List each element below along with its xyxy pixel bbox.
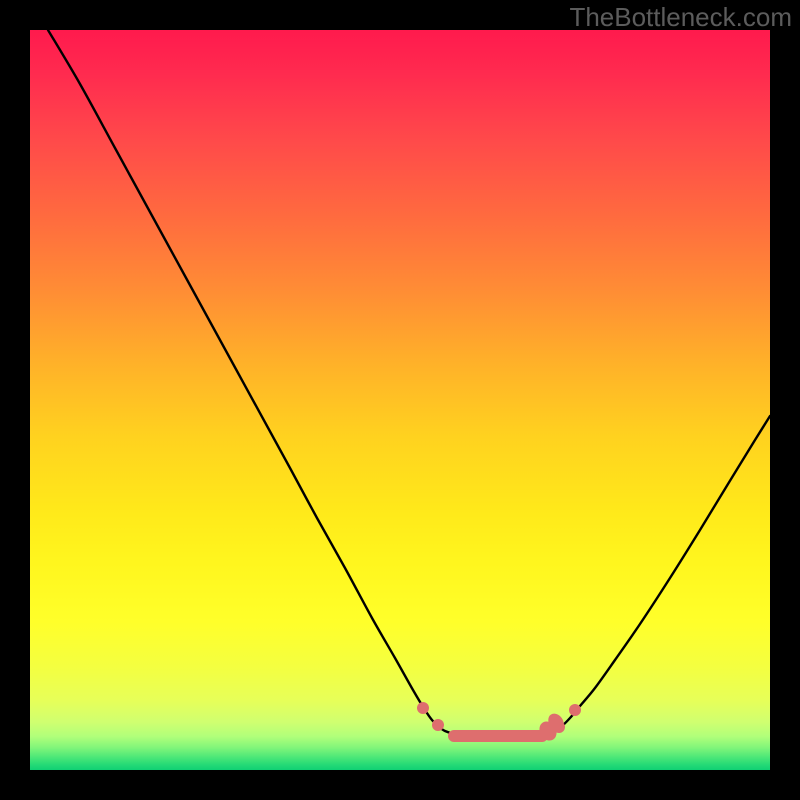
- marker-dot: [569, 704, 581, 716]
- marker-smear: [448, 730, 548, 742]
- plot-area: [30, 30, 770, 770]
- bottleneck-curve: [48, 30, 770, 736]
- watermark-text: TheBottleneck.com: [569, 2, 792, 33]
- marker-dot: [432, 719, 444, 731]
- marker-dot: [417, 702, 429, 714]
- bottom-marker-group: [417, 702, 581, 744]
- chart-overlay: [30, 30, 770, 770]
